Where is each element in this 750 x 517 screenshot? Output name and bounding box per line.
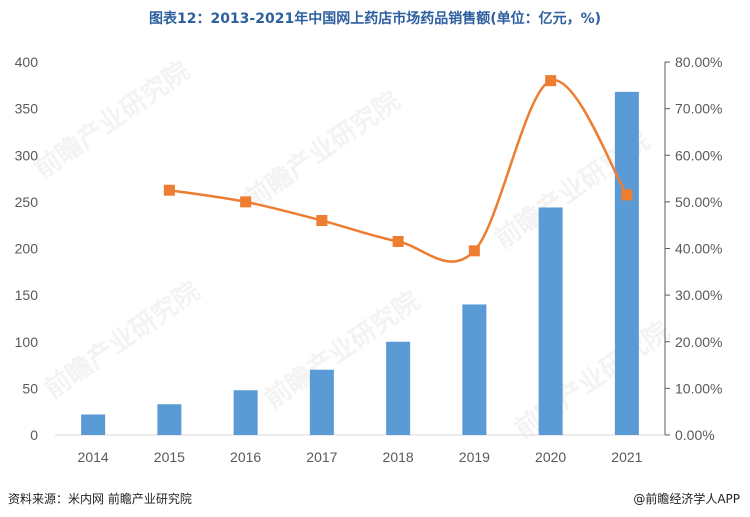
y-right-tick-label: 50.00% bbox=[675, 194, 722, 210]
growth-line bbox=[169, 79, 628, 263]
y-right-tick-label: 20.00% bbox=[675, 334, 722, 350]
x-tick-label: 2021 bbox=[611, 449, 642, 465]
bar bbox=[157, 404, 182, 435]
chart-title: 图表12：2013-2021年中国网上药店市场药品销售额(单位：亿元，%) bbox=[148, 11, 602, 27]
line-marker bbox=[545, 75, 557, 87]
line-marker bbox=[621, 189, 633, 201]
y-left-tick-label: 50 bbox=[22, 380, 38, 396]
x-tick-label: 2015 bbox=[154, 449, 185, 465]
y-left-tick-label: 100 bbox=[15, 334, 39, 350]
source-note: 资料来源：米内网 前瞻产业研究院 bbox=[8, 492, 192, 506]
line-marker bbox=[468, 245, 480, 257]
x-tick-label: 2018 bbox=[383, 449, 414, 465]
line-marker bbox=[392, 236, 404, 248]
y-right-tick-label: 40.00% bbox=[675, 241, 722, 257]
y-right-tick-label: 0.00% bbox=[675, 427, 715, 443]
bar bbox=[538, 207, 563, 435]
x-tick-label: 2014 bbox=[78, 449, 109, 465]
y-right-tick-label: 80.00% bbox=[675, 54, 722, 70]
y-left-tick-label: 350 bbox=[15, 101, 39, 117]
x-tick-label: 2019 bbox=[459, 449, 490, 465]
y-left-tick-label: 300 bbox=[15, 147, 39, 163]
y-left-tick-label: 150 bbox=[15, 287, 39, 303]
bar bbox=[462, 304, 487, 435]
x-tick-label: 2017 bbox=[306, 449, 337, 465]
y-left-tick-label: 400 bbox=[15, 54, 39, 70]
y-right-tick-label: 70.00% bbox=[675, 101, 722, 117]
bar bbox=[386, 341, 411, 435]
line-marker bbox=[316, 215, 328, 227]
line-marker bbox=[163, 184, 175, 196]
brand-credit: @前瞻经济学人APP bbox=[633, 492, 740, 506]
y-right-tick-label: 30.00% bbox=[675, 287, 722, 303]
x-tick-label: 2016 bbox=[230, 449, 261, 465]
bar bbox=[233, 390, 258, 435]
bar bbox=[614, 91, 639, 435]
y-left-tick-label: 250 bbox=[15, 194, 39, 210]
bar bbox=[81, 414, 106, 435]
x-tick-label: 2020 bbox=[535, 449, 566, 465]
y-right-tick-label: 10.00% bbox=[675, 380, 722, 396]
bar bbox=[309, 369, 334, 435]
line-marker bbox=[240, 196, 252, 208]
y-right-tick-label: 60.00% bbox=[675, 147, 722, 163]
y-left-tick-label: 200 bbox=[15, 241, 39, 257]
y-left-tick-label: 0 bbox=[30, 427, 38, 443]
